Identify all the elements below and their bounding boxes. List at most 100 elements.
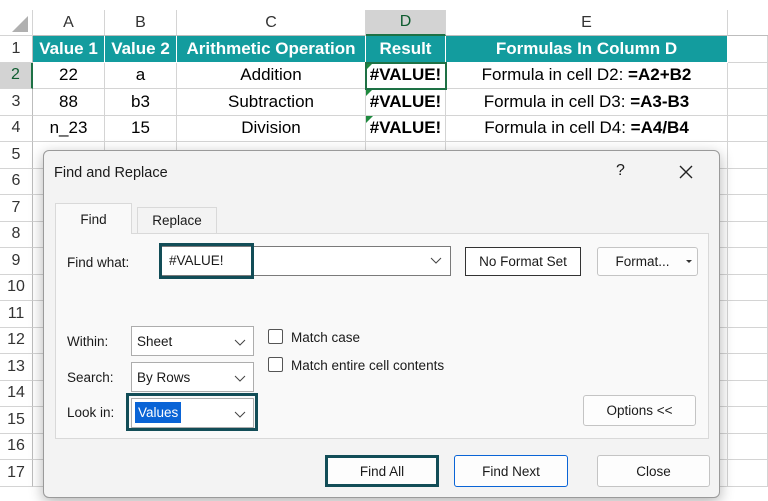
row-header[interactable]: 15 — [0, 407, 33, 434]
cell[interactable] — [728, 89, 768, 116]
find-what-label: Find what: — [67, 254, 130, 270]
help-button[interactable]: ? — [616, 162, 625, 179]
cell[interactable]: Arithmetic Operation — [177, 36, 366, 63]
row-header[interactable]: 7 — [0, 195, 33, 222]
row-header[interactable]: 6 — [0, 168, 33, 195]
row-header[interactable]: 9 — [0, 248, 33, 275]
cell[interactable] — [728, 168, 768, 195]
row-header[interactable]: 17 — [0, 460, 33, 487]
cell[interactable] — [728, 433, 768, 460]
tab-find[interactable]: Find — [55, 203, 132, 234]
row-header[interactable]: 1 — [0, 36, 33, 63]
cell[interactable]: Result — [366, 36, 446, 63]
find-what-value: #VALUE! — [169, 252, 224, 268]
cell[interactable] — [728, 301, 768, 328]
cell[interactable]: #VALUE! — [366, 89, 446, 116]
row-header[interactable]: 3 — [0, 89, 33, 116]
row-header[interactable]: 2 — [0, 62, 33, 89]
cell-formula: =A4/B4 — [630, 118, 689, 138]
options-button[interactable]: Options << — [583, 395, 696, 426]
checkbox-label[interactable]: Match case — [291, 329, 361, 345]
format-status: No Format Set — [465, 247, 581, 276]
checkbox[interactable] — [268, 357, 283, 372]
row-header[interactable]: 12 — [0, 327, 33, 354]
cell[interactable] — [728, 36, 768, 63]
highlight-box — [159, 243, 254, 279]
cell[interactable]: Value 2 — [105, 36, 177, 63]
cell[interactable]: 88 — [33, 89, 105, 116]
row-header[interactable]: 11 — [0, 301, 33, 328]
dialog-title: Find and Replace — [54, 165, 168, 181]
dropdown-arrow — [430, 257, 442, 264]
cell[interactable]: Value 1 — [33, 36, 105, 63]
error-indicator — [366, 115, 373, 123]
find-all-button[interactable]: Find All — [325, 455, 439, 487]
cell[interactable] — [728, 115, 768, 142]
corner-triangle[interactable] — [0, 10, 33, 36]
close-button[interactable]: Close — [597, 455, 710, 487]
look-in-value: Values — [135, 402, 182, 423]
cell[interactable] — [728, 274, 768, 301]
row-header[interactable]: 10 — [0, 274, 33, 301]
cell[interactable] — [728, 380, 768, 407]
checkbox[interactable] — [268, 329, 283, 344]
dropdown-arrows — [234, 339, 246, 418]
find-next-button[interactable]: Find Next — [454, 455, 568, 487]
error-indicator — [366, 89, 373, 96]
cell[interactable] — [728, 407, 768, 434]
cell[interactable] — [728, 354, 768, 381]
format-button[interactable]: Format... — [597, 247, 698, 276]
cell[interactable]: n_23 — [33, 115, 105, 142]
cell[interactable]: Addition — [177, 62, 366, 89]
cell[interactable] — [728, 62, 768, 89]
find-replace-dialog: Find and Replace ? Find Replace Find wha… — [43, 150, 720, 498]
column-header — [728, 10, 768, 36]
column-header[interactable]: C — [177, 10, 366, 36]
search-select[interactable]: By Rows — [131, 362, 254, 392]
checkbox-label[interactable]: Match entire cell contents — [291, 357, 445, 373]
row-header[interactable]: 5 — [0, 142, 33, 169]
cell[interactable]: Formula in cell D3: =A3-B3 — [446, 89, 728, 116]
cell-text: Formula in cell D4: — [484, 118, 631, 138]
cell[interactable]: Subtraction — [177, 89, 366, 116]
cell[interactable]: a — [105, 62, 177, 89]
cell[interactable]: #VALUE! — [366, 115, 446, 142]
cell[interactable]: Division — [177, 115, 366, 142]
row-header[interactable]: 13 — [0, 354, 33, 381]
cell[interactable]: Formula in cell D2: =A2+B2 — [446, 62, 728, 89]
cell-text: Formula in cell D3: — [483, 91, 631, 111]
within-label: Within: — [67, 333, 109, 349]
cell[interactable] — [728, 221, 768, 248]
cell-formula: =A3-B3 — [630, 91, 690, 111]
column-header[interactable]: D — [366, 10, 446, 36]
error-indicator — [366, 62, 373, 70]
cell[interactable]: 22 — [33, 62, 105, 89]
row-header[interactable]: 14 — [0, 380, 33, 407]
cell[interactable] — [728, 142, 768, 169]
close-icon[interactable] — [678, 164, 694, 180]
cell[interactable]: 15 — [105, 115, 177, 142]
cell[interactable] — [728, 327, 768, 354]
row-header[interactable]: 8 — [0, 221, 33, 248]
within-select[interactable]: Sheet — [131, 326, 254, 356]
cell[interactable] — [728, 248, 768, 275]
find-what-input[interactable] — [161, 246, 451, 276]
cell-text: Formula in cell D2: — [481, 65, 629, 85]
cell[interactable] — [728, 460, 768, 487]
column-header[interactable]: B — [105, 10, 177, 36]
look-in-label: Look in: — [67, 404, 115, 420]
cell[interactable]: b3 — [105, 89, 177, 116]
column-header[interactable]: E — [446, 10, 728, 36]
cell[interactable]: #VALUE! — [366, 62, 446, 89]
highlight-box — [126, 393, 258, 431]
cell-formula: =A2+B2 — [628, 65, 692, 85]
cell[interactable]: Formulas In Column D — [446, 36, 728, 63]
cell[interactable]: Formula in cell D4: =A4/B4 — [446, 115, 728, 142]
cell[interactable] — [728, 195, 768, 222]
row-header[interactable]: 4 — [0, 115, 33, 142]
column-header[interactable]: A — [33, 10, 105, 36]
row-header[interactable]: 16 — [0, 433, 33, 460]
tab-replace[interactable]: Replace — [137, 207, 217, 233]
search-label: Search: — [67, 369, 114, 385]
